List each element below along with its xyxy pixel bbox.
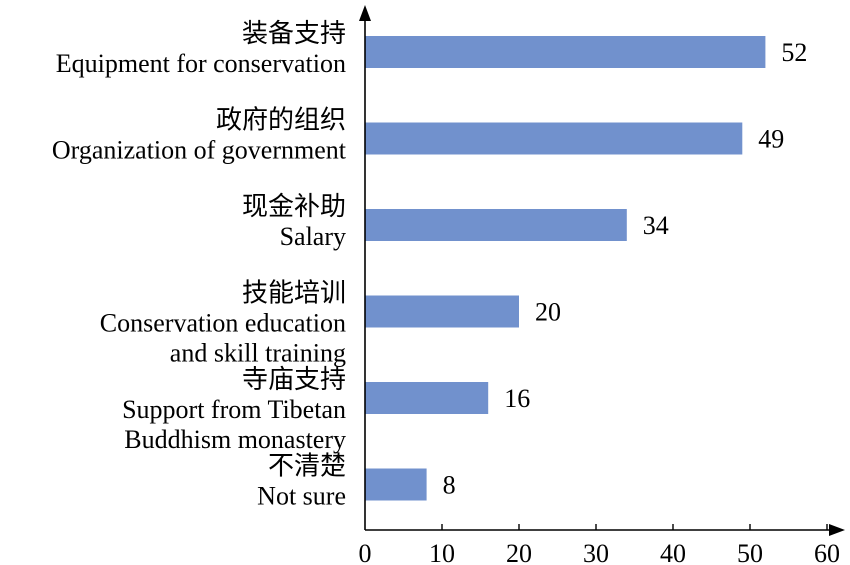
value-labels-group: 52 49 34 20 16 8	[443, 38, 808, 500]
bar-0	[365, 36, 766, 68]
x-tick-label-1: 10	[429, 539, 455, 565]
category-label-1-line-1: Organization of government	[52, 136, 347, 165]
x-tick-label-4: 40	[660, 539, 686, 565]
x-tick-label-3: 30	[583, 539, 609, 565]
category-label-3-line-2: and skill training	[170, 339, 346, 368]
category-label-5-line-0: 不清楚	[268, 452, 346, 481]
bar-5	[365, 468, 427, 501]
x-ticks-group: 0 10 20 30 40 50 60	[359, 524, 840, 565]
category-label-0-line-1: Equipment for conservation	[56, 49, 346, 78]
bars-group	[365, 36, 766, 501]
value-label-5: 8	[443, 471, 456, 500]
category-label-4-line-1: Support from Tibetan	[122, 395, 346, 424]
value-label-2: 34	[643, 211, 669, 240]
value-label-4: 16	[504, 384, 530, 413]
category-label-2-line-1: Salary	[280, 222, 346, 251]
value-label-3: 20	[535, 298, 561, 327]
value-label-1: 49	[758, 125, 784, 154]
x-tick-label-0: 0	[359, 539, 372, 565]
category-label-3-line-0: 技能培训	[242, 279, 346, 308]
x-tick-label-2: 20	[506, 539, 532, 565]
y-axis-arrow-icon	[359, 5, 371, 21]
axes-group	[359, 5, 845, 536]
bar-3	[365, 295, 519, 328]
category-label-4-line-2: Buddhism monastery	[124, 425, 346, 454]
x-tick-label-6: 60	[814, 539, 840, 565]
category-label-0-line-0: 装备支持	[242, 19, 346, 48]
x-tick-label-5: 50	[737, 539, 763, 565]
bar-1	[365, 122, 743, 155]
category-label-1-line-0: 政府的组织	[216, 106, 346, 135]
category-label-2-line-0: 现金补助	[242, 192, 346, 221]
value-label-0: 52	[781, 38, 807, 67]
category-label-5-line-1: Not sure	[257, 482, 346, 511]
x-axis-arrow-icon	[829, 524, 845, 536]
bar-4	[365, 382, 489, 414]
category-label-3-line-1: Conservation education	[100, 309, 346, 338]
category-label-4-line-0: 寺庙支持	[242, 365, 346, 394]
bar-2	[365, 209, 627, 241]
